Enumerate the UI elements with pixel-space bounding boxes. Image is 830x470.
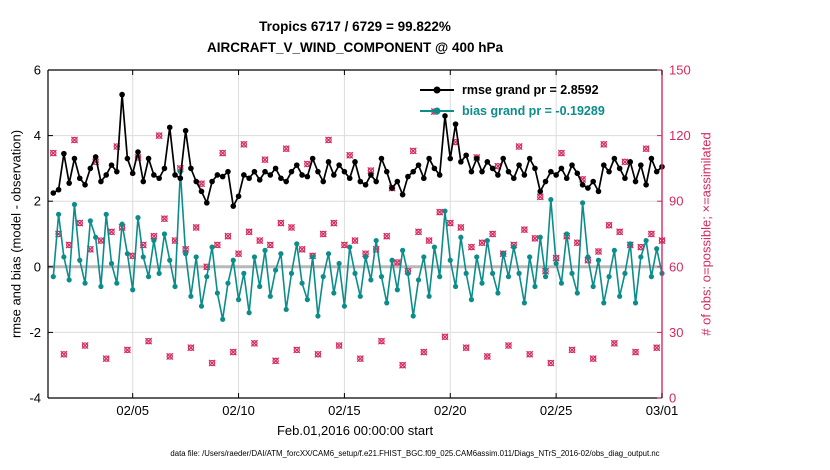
bias-line-sample-icon [420, 107, 454, 114]
x-tick-label: 03/01 [646, 403, 679, 418]
right-tick-label: 150 [669, 63, 691, 78]
left-tick-label: -4 [29, 391, 41, 406]
x-tick-label: 02/10 [222, 403, 255, 418]
right-tick-label: 30 [669, 325, 683, 340]
legend: rmse grand pr = 2.8592 bias grand pr = -… [420, 79, 605, 121]
plot-subtitle: AIRCRAFT_V_WIND_COMPONENT @ 400 hPa [207, 40, 503, 55]
plot-title: Tropics 6717 / 6729 = 99.822% [259, 19, 451, 34]
rmse-line-sample-icon [420, 86, 454, 93]
left-tick-label: -2 [29, 325, 41, 340]
legend-label-rmse: rmse grand pr = 2.8592 [462, 82, 599, 97]
bias-series [50, 169, 665, 322]
obs-count-markers [49, 108, 666, 369]
left-tick-label: 2 [34, 194, 41, 209]
x-tick-label: 02/20 [434, 403, 467, 418]
x-tick-label: 02/05 [116, 403, 149, 418]
legend-entry-bias: bias grand pr = -0.19289 [420, 100, 605, 121]
rmse-series [50, 91, 665, 209]
x-tick-label: 02/25 [540, 403, 573, 418]
data-file-caption: data file: /Users/raeder/DAI/ATM_forcXX/… [170, 449, 660, 458]
left-tick-label: 0 [34, 259, 41, 274]
left-tick-label: 4 [34, 128, 41, 143]
legend-label-bias: bias grand pr = -0.19289 [462, 103, 605, 118]
x-axis-label: Feb.01,2016 00:00:00 start [276, 423, 434, 438]
right-tick-label: 120 [669, 128, 691, 143]
legend-entry-rmse: rmse grand pr = 2.8592 [420, 79, 605, 100]
right-tick-label: 0 [669, 391, 676, 406]
right-tick-label: 60 [669, 259, 683, 274]
left-tick-label: 6 [34, 63, 41, 78]
x-tick-label: 02/15 [328, 403, 361, 418]
right-tick-label: 90 [669, 194, 683, 209]
